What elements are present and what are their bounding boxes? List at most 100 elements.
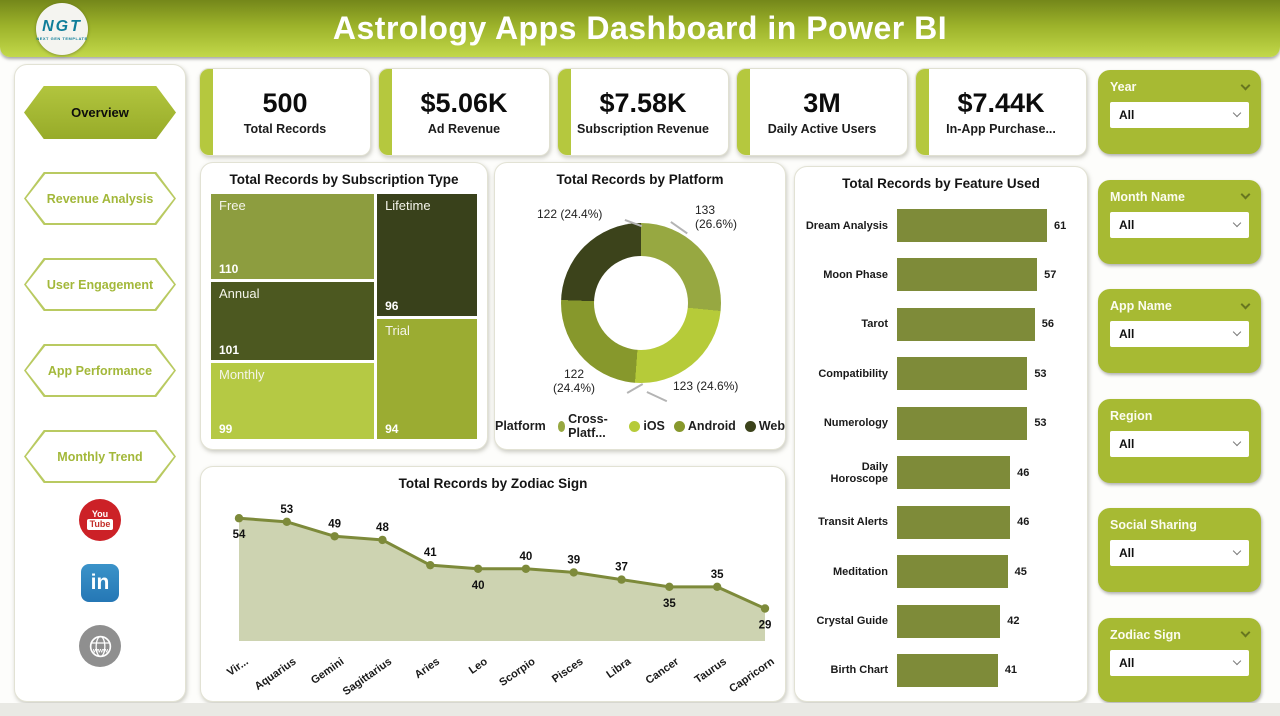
zodiac-sign-dropdown[interactable]: All xyxy=(1110,649,1249,676)
donut-label-ios: 123 (24.6%) xyxy=(673,379,739,393)
youtube-icon[interactable]: You Tube xyxy=(79,499,121,541)
panel-title: Total Records by Platform xyxy=(556,172,724,187)
treemap-cell-lifetime[interactable]: Lifetime 96 xyxy=(377,194,477,317)
bar-value-label: 61 xyxy=(1054,219,1067,232)
data-label: 54 xyxy=(233,529,246,541)
bar-chart: Dream Analysis 61 Moon Phase 57 Tarot 56 Compa… xyxy=(805,209,1081,687)
data-point-leo[interactable] xyxy=(473,564,483,573)
filter-header: Zodiac Sign xyxy=(1110,628,1251,642)
region-dropdown[interactable]: All xyxy=(1110,430,1249,457)
leader-line xyxy=(626,383,643,394)
legend-item-web[interactable]: Web xyxy=(744,419,785,433)
treemap-cell-value: 110 xyxy=(219,261,239,276)
dropdown-value: All xyxy=(1119,327,1135,342)
kpi-card-subscription-revenue: $7.58K Subscription Revenue xyxy=(557,68,729,156)
treemap-cell-value: 94 xyxy=(385,422,399,436)
x-axis-label: Cancer xyxy=(644,655,682,687)
treemap-cell-free[interactable]: Free 110 xyxy=(211,194,375,279)
dropdown-value: All xyxy=(1119,655,1135,670)
nav-panel: Overview Revenue Analysis User Engagement A… xyxy=(14,64,186,702)
x-axis-label: Leo xyxy=(467,655,490,676)
nav-item-monthly-trend[interactable]: Monthly Trend xyxy=(24,430,176,483)
data-point-scorpio[interactable] xyxy=(521,564,531,573)
year-dropdown[interactable]: All xyxy=(1110,102,1249,128)
kpi-row: 500 Total Records $5.06K Ad Revenue $7.58K Su… xyxy=(199,68,1087,156)
bar-compatibility[interactable] xyxy=(897,357,1028,391)
nav-item-overview[interactable]: Overview xyxy=(24,86,176,139)
bar-meditation[interactable] xyxy=(897,555,1008,589)
kpi-label: Total Records xyxy=(243,122,327,136)
app-name-dropdown[interactable]: All xyxy=(1110,321,1249,348)
data-label: 53 xyxy=(280,504,293,516)
dropdown-value: All xyxy=(1119,108,1135,122)
bar-dream-analysis[interactable] xyxy=(897,209,1047,242)
legend-label: Web xyxy=(758,419,785,433)
chevron-down-icon xyxy=(1232,437,1242,447)
data-point-taurus[interactable] xyxy=(712,582,722,592)
bar-value-label: 53 xyxy=(1034,417,1047,430)
x-axis-label: Capricorn xyxy=(727,655,777,695)
filter-header: Month Name xyxy=(1110,189,1251,204)
kpi-label: Daily Active Users xyxy=(767,122,877,136)
bar-tarot[interactable] xyxy=(897,307,1035,341)
data-point-libra[interactable] xyxy=(617,575,626,584)
website-icon[interactable]: www xyxy=(79,625,121,667)
bar-row-moon-phase: Moon Phase 57 xyxy=(805,258,1081,292)
leader-line xyxy=(646,391,668,402)
bar-value-label: 56 xyxy=(1041,318,1054,331)
nav-item-revenue-analysis[interactable]: Revenue Analysis xyxy=(24,172,176,225)
data-point-aries[interactable] xyxy=(426,560,435,570)
filter-app-name: App Name All xyxy=(1098,289,1261,374)
callout-value: 133 xyxy=(695,203,716,217)
data-point-aquarius[interactable] xyxy=(282,517,292,527)
data-point-pisces[interactable] xyxy=(569,568,578,577)
treemap-cell-trial[interactable]: Trial 94 xyxy=(377,319,477,439)
x-axis-label: Aries xyxy=(413,656,442,682)
filter-month-name: Month Name All xyxy=(1098,179,1261,264)
bar-category-label: Compatibility xyxy=(818,367,888,380)
nav-item-user-engagement[interactable]: User Engagement xyxy=(24,258,176,311)
subscription-treemap-panel: Total Records by Subscription Type Free 1… xyxy=(200,162,488,450)
data-point-capricorn[interactable] xyxy=(760,604,770,613)
kpi-value: $7.58K xyxy=(599,88,687,118)
data-label: 29 xyxy=(759,620,772,632)
bar-birth-chart[interactable] xyxy=(897,653,998,687)
nav-item-app-performance[interactable]: App Performance xyxy=(24,344,176,397)
kpi-label: Ad Revenue xyxy=(427,122,501,136)
bar-daily-horoscope[interactable] xyxy=(897,456,1011,490)
treemap-cell-label: Trial xyxy=(385,323,410,339)
legend-item-android[interactable]: Android xyxy=(673,419,736,433)
treemap-cell-monthly[interactable]: Monthly 99 xyxy=(211,362,375,440)
treemap-cell-annual[interactable]: Annual 101 xyxy=(211,281,375,360)
data-label: 48 xyxy=(376,522,389,534)
chevron-down-icon[interactable] xyxy=(1240,80,1251,90)
legend-dot-icon xyxy=(557,420,566,432)
data-point-sagittarius[interactable] xyxy=(378,535,387,545)
bar-transit-alerts[interactable] xyxy=(897,505,1011,539)
data-point-cancer[interactable] xyxy=(665,582,674,592)
filter-header: Social Sharing xyxy=(1110,518,1249,532)
chevron-down-icon xyxy=(1232,327,1242,337)
chevron-down-icon[interactable] xyxy=(1240,299,1251,310)
social-sharing-dropdown[interactable]: All xyxy=(1110,540,1249,567)
chevron-down-icon[interactable] xyxy=(1240,628,1251,638)
x-axis-label: Gemini xyxy=(309,656,346,687)
kpi-value: 500 xyxy=(262,88,308,118)
data-point-gemini[interactable] xyxy=(330,532,339,541)
linkedin-icon[interactable]: in xyxy=(81,564,119,602)
bar-category-label: Tarot xyxy=(861,318,888,331)
bar-numerology[interactable] xyxy=(897,406,1028,440)
bar-moon-phase[interactable] xyxy=(897,258,1038,292)
month-name-dropdown[interactable]: All xyxy=(1110,211,1249,238)
legend-item-ios[interactable]: iOS xyxy=(629,419,665,433)
legend-dot-icon xyxy=(673,420,685,432)
bar-category-label: Transit Alerts xyxy=(818,516,888,529)
chevron-down-icon[interactable] xyxy=(1240,189,1251,200)
legend-item-cross-platf[interactable]: Cross-Platf... xyxy=(557,412,621,440)
kpi-label: Subscription Revenue xyxy=(577,122,709,136)
bar-crystal-guide[interactable] xyxy=(897,604,1001,638)
data-point-vir[interactable] xyxy=(234,514,244,523)
svg-text:www: www xyxy=(92,647,108,654)
donut-chart[interactable] xyxy=(561,223,721,383)
header: NGT NEXT GEN TEMPLATE Astrology Apps Das… xyxy=(0,0,1280,57)
